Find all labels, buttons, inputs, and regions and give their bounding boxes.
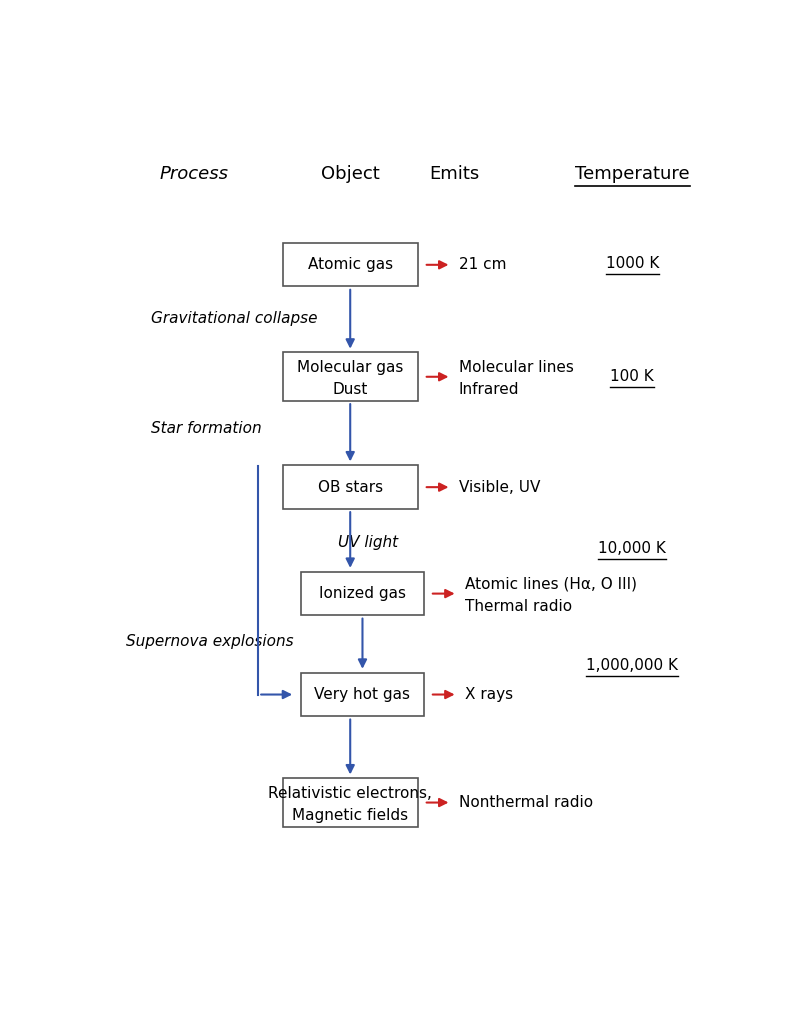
Text: Infrared: Infrared [459, 382, 519, 397]
FancyBboxPatch shape [283, 352, 418, 401]
Text: Supernova explosions: Supernova explosions [127, 634, 294, 649]
Text: Atomic gas: Atomic gas [308, 257, 393, 272]
Text: Gravitational collapse: Gravitational collapse [151, 311, 317, 326]
Text: Atomic lines (Hα, O III): Atomic lines (Hα, O III) [465, 577, 637, 592]
Text: Nonthermal radio: Nonthermal radio [459, 795, 592, 810]
Text: 1000 K: 1000 K [606, 256, 659, 270]
Text: Ionized gas: Ionized gas [319, 586, 406, 601]
Text: Molecular lines: Molecular lines [459, 359, 573, 375]
Text: Very hot gas: Very hot gas [315, 687, 411, 702]
Text: Process: Process [160, 165, 229, 183]
Text: Magnetic fields: Magnetic fields [292, 808, 408, 822]
Text: 10,000 K: 10,000 K [598, 541, 666, 556]
Text: Emits: Emits [430, 165, 479, 183]
Text: 21 cm: 21 cm [459, 257, 506, 272]
FancyBboxPatch shape [301, 572, 424, 615]
Text: Thermal radio: Thermal radio [465, 599, 572, 613]
Text: Molecular gas: Molecular gas [297, 359, 403, 375]
Text: Star formation: Star formation [151, 421, 262, 436]
Text: Visible, UV: Visible, UV [459, 479, 540, 495]
FancyBboxPatch shape [283, 778, 418, 827]
Text: Object: Object [321, 165, 380, 183]
Text: 1,000,000 K: 1,000,000 K [586, 657, 678, 673]
Text: UV light: UV light [338, 535, 398, 550]
Text: Temperature: Temperature [575, 165, 690, 183]
Text: Relativistic electrons,: Relativistic electrons, [268, 785, 432, 801]
Text: X rays: X rays [465, 687, 513, 702]
Text: OB stars: OB stars [318, 479, 383, 495]
Text: 100 K: 100 K [611, 370, 654, 384]
FancyBboxPatch shape [283, 466, 418, 509]
Text: Dust: Dust [332, 382, 368, 397]
FancyBboxPatch shape [301, 673, 424, 716]
FancyBboxPatch shape [283, 243, 418, 287]
